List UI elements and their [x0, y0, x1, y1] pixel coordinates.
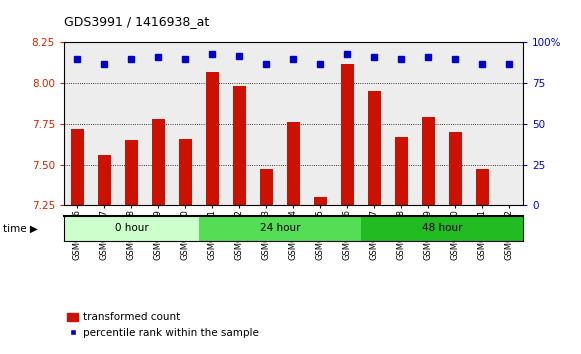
Bar [314, 197, 327, 205]
Bar [449, 132, 462, 205]
Bar [125, 140, 138, 205]
Bar [334, 42, 361, 205]
FancyBboxPatch shape [64, 216, 199, 241]
Bar [145, 42, 172, 205]
FancyBboxPatch shape [361, 216, 523, 241]
Bar [71, 129, 84, 205]
Bar [361, 42, 388, 205]
Bar [253, 42, 280, 205]
Bar [394, 137, 408, 205]
Bar [64, 42, 91, 205]
Text: 24 hour: 24 hour [260, 223, 300, 233]
Bar [422, 118, 435, 205]
Bar [226, 42, 253, 205]
Bar [172, 42, 199, 205]
Bar [388, 42, 415, 205]
Bar [232, 86, 246, 205]
Bar [91, 42, 118, 205]
Bar [442, 42, 469, 205]
Bar [469, 42, 496, 205]
Bar [415, 42, 442, 205]
Text: 48 hour: 48 hour [422, 223, 462, 233]
FancyBboxPatch shape [199, 216, 361, 241]
Bar [286, 122, 300, 205]
Bar [476, 170, 489, 205]
Bar [206, 72, 219, 205]
Bar [280, 42, 307, 205]
Bar [179, 138, 192, 205]
Bar [496, 42, 523, 205]
Legend: transformed count, percentile rank within the sample: transformed count, percentile rank withi… [63, 308, 263, 342]
Text: 0 hour: 0 hour [114, 223, 148, 233]
Bar [307, 42, 334, 205]
Bar [368, 91, 381, 205]
Bar [98, 155, 111, 205]
Bar [199, 42, 226, 205]
Bar [340, 64, 354, 205]
Bar [260, 170, 273, 205]
Bar [118, 42, 145, 205]
Text: GDS3991 / 1416938_at: GDS3991 / 1416938_at [64, 15, 209, 28]
Bar [152, 119, 165, 205]
Text: time ▶: time ▶ [3, 223, 38, 233]
